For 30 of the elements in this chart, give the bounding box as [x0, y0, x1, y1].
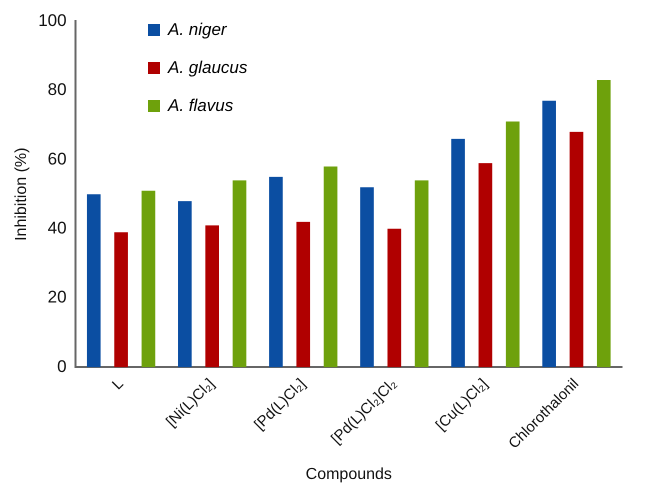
bar	[451, 138, 465, 368]
bar	[506, 122, 520, 368]
y-axis-title: Inhibition (%)	[13, 148, 30, 241]
bar	[178, 201, 192, 368]
bar	[542, 100, 556, 368]
bar	[269, 176, 283, 368]
bar	[570, 132, 584, 368]
x-axis-title: Compounds	[306, 466, 392, 483]
legend-label: A. niger	[168, 20, 227, 40]
y-tick-label: 80	[48, 80, 67, 100]
bar	[414, 180, 428, 368]
bar	[360, 187, 374, 368]
legend-label: A. glaucus	[168, 58, 248, 78]
y-tick-label: 60	[48, 149, 67, 168]
bar	[296, 222, 310, 368]
bar	[596, 80, 611, 368]
bar	[324, 166, 338, 368]
x-tick-label: L	[108, 375, 127, 394]
y-tick-label: 40	[48, 218, 67, 238]
bar	[86, 194, 101, 368]
bar	[478, 163, 492, 368]
bar	[232, 180, 246, 368]
y-tick-label: 0	[57, 356, 67, 376]
bar	[205, 225, 220, 368]
y-tick-label: 100	[38, 10, 67, 30]
bar	[387, 228, 402, 368]
y-tick-label: 20	[48, 288, 67, 307]
bar	[114, 232, 128, 368]
bar	[142, 190, 156, 368]
legend-label: A. flavus	[168, 96, 234, 116]
